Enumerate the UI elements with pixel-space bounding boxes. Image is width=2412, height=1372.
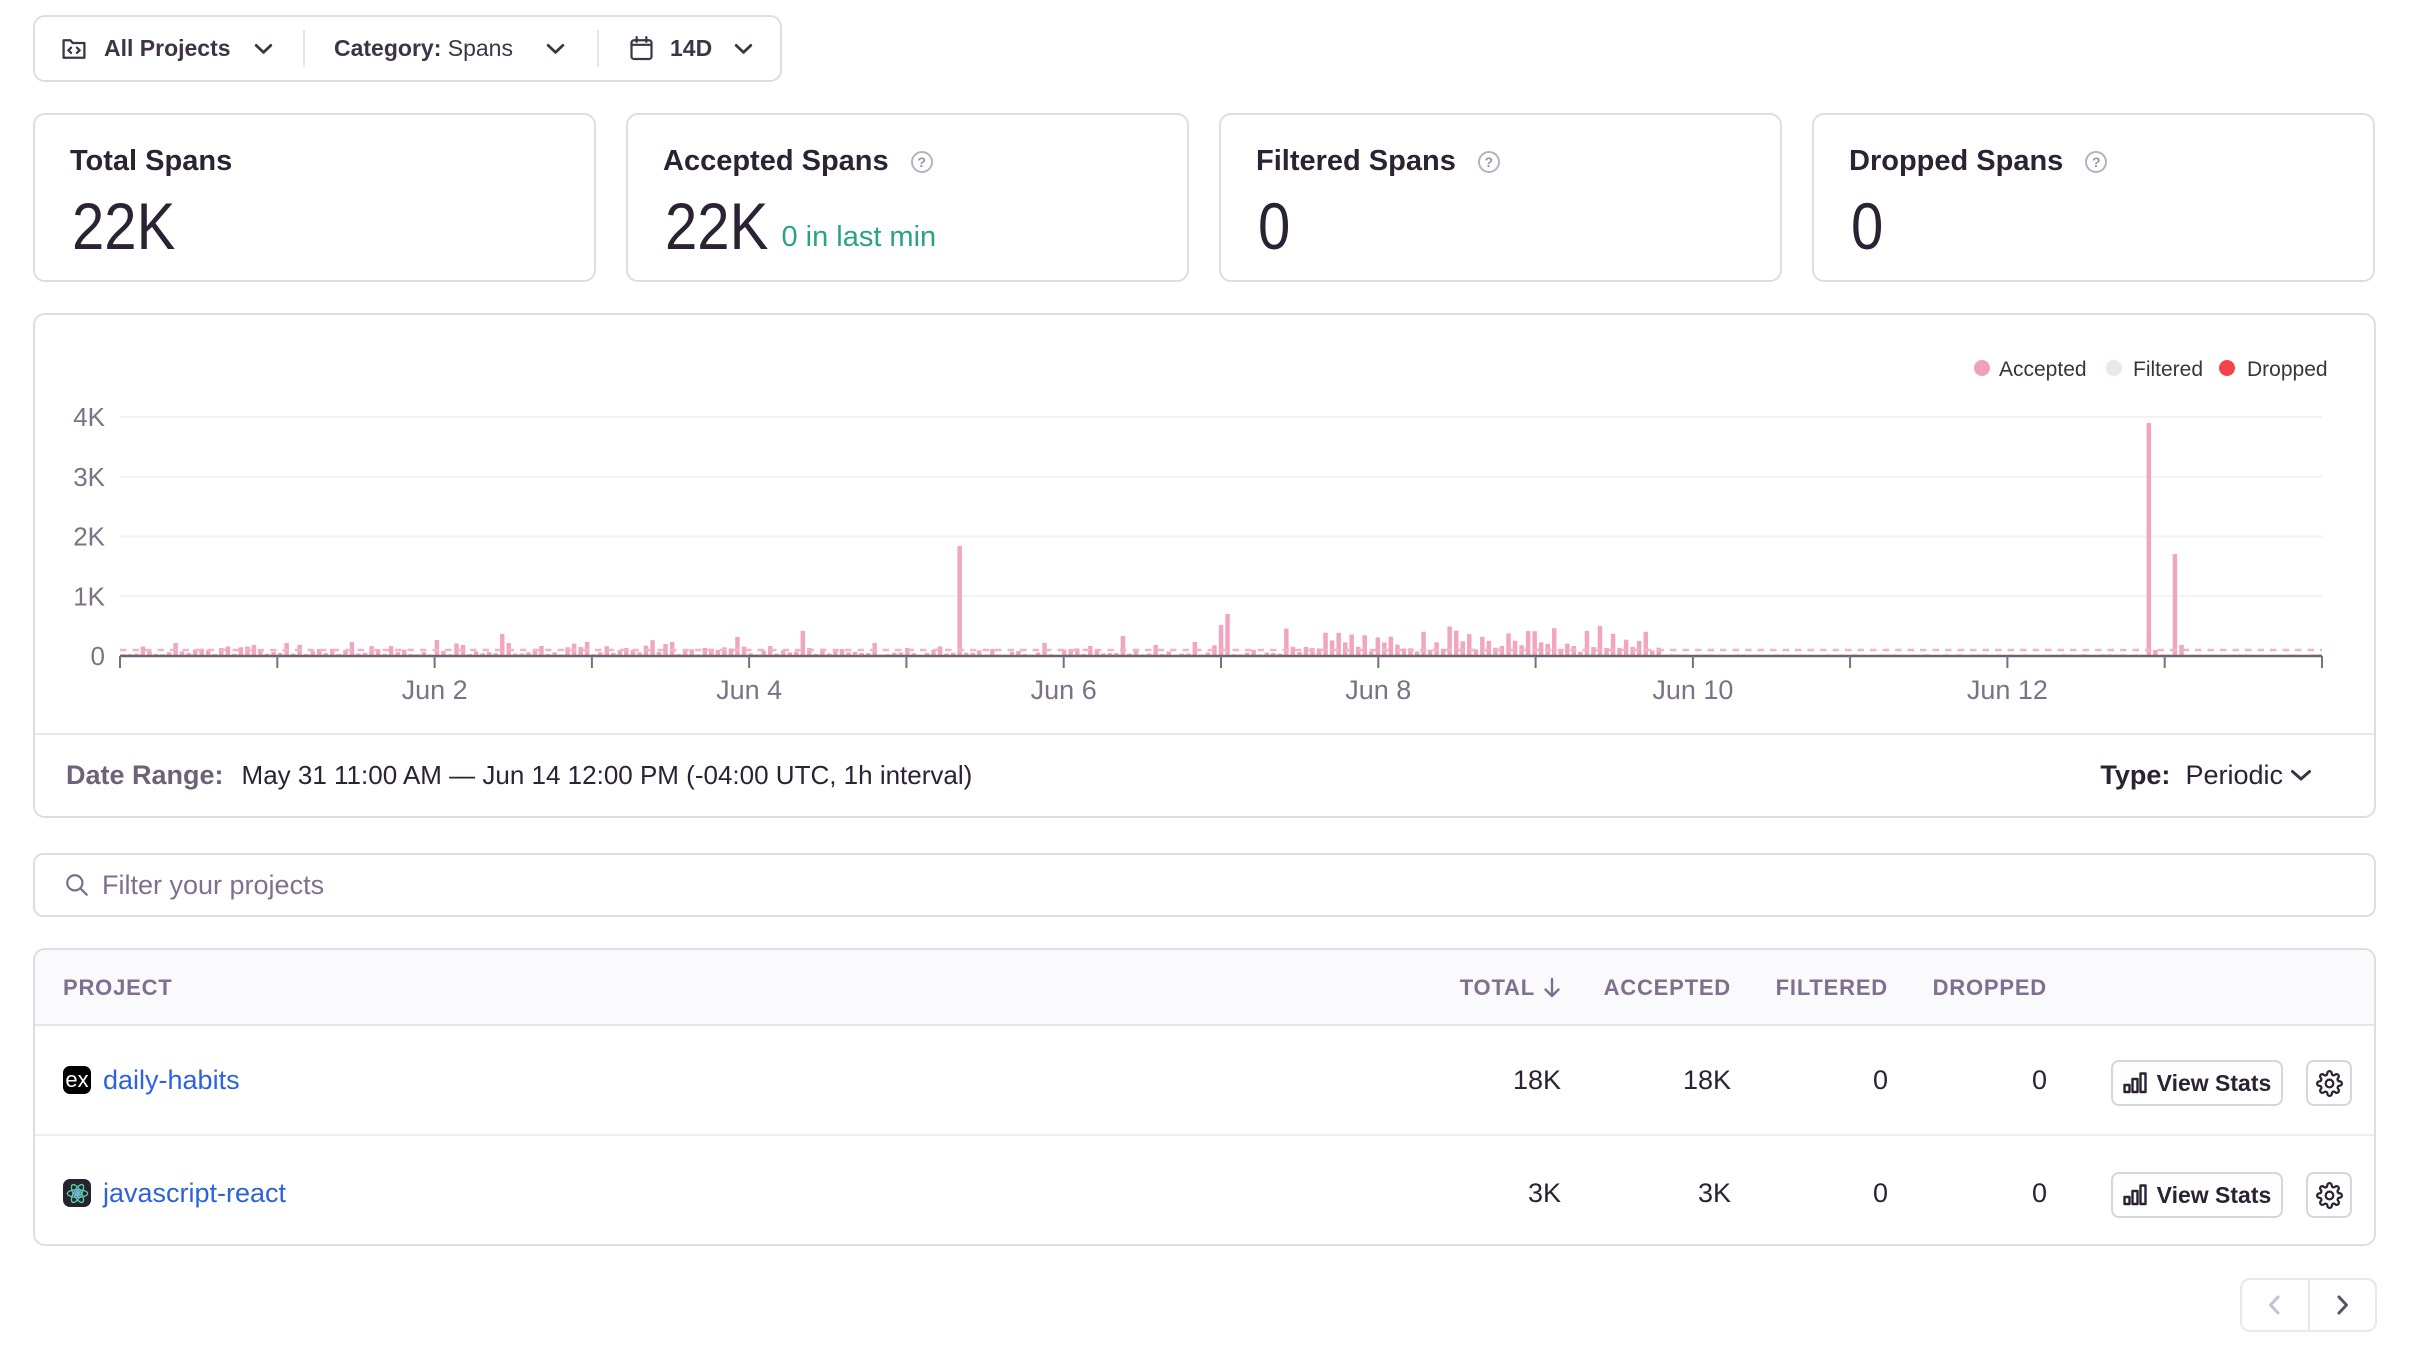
svg-text:Jun 2: Jun 2	[402, 675, 468, 705]
svg-text:Jun 8: Jun 8	[1345, 675, 1411, 705]
svg-text:Jun 6: Jun 6	[1031, 675, 1097, 705]
svg-text:Jun 10: Jun 10	[1652, 675, 1733, 705]
svg-text:Jun 12: Jun 12	[1967, 675, 2048, 705]
svg-text:Dropped: Dropped	[2247, 358, 2328, 381]
svg-text:2K: 2K	[73, 522, 105, 552]
svg-text:3K: 3K	[73, 462, 105, 492]
svg-text:0: 0	[91, 641, 105, 671]
svg-text:Jun 4: Jun 4	[716, 675, 782, 705]
svg-text:Filtered: Filtered	[2133, 358, 2203, 381]
svg-text:Accepted: Accepted	[1999, 358, 2087, 381]
svg-text:1K: 1K	[73, 581, 105, 611]
svg-text:4K: 4K	[73, 402, 105, 432]
